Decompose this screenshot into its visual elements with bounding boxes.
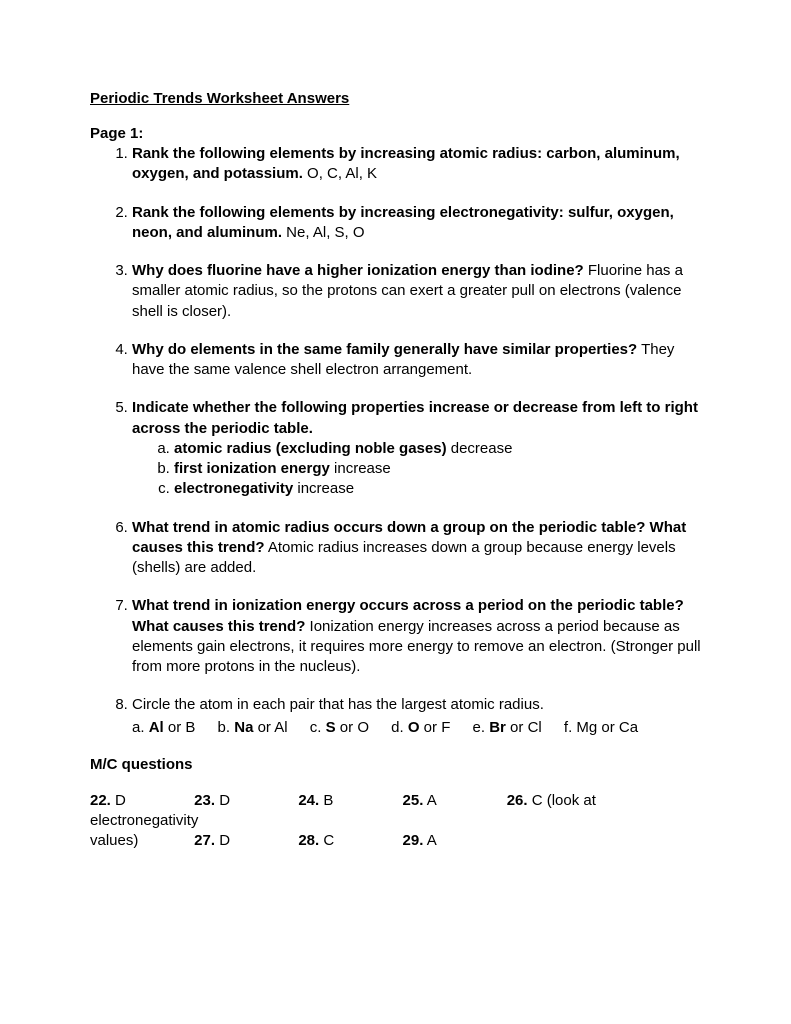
- question-6: What trend in atomic radius occurs down …: [132, 518, 701, 579]
- mc-answers: 22. D 23. D 24. B 25. A 26. C (look at e…: [90, 791, 701, 852]
- answer-text: O, C, Al, K: [303, 165, 377, 182]
- mc-values-wrap: values): [90, 831, 190, 851]
- document-title: Periodic Trends Worksheet Answers: [90, 90, 701, 107]
- mc-row-2: values) 27. D 28. C 29. A: [90, 831, 701, 851]
- question-text: Why do elements in the same family gener…: [132, 341, 637, 358]
- mc-row-1: 22. D 23. D 24. B 25. A 26. C (look at e…: [90, 791, 701, 832]
- question-4: Why do elements in the same family gener…: [132, 340, 701, 381]
- question-2: Rank the following elements by increasin…: [132, 203, 701, 244]
- pair-e: e. Br or Cl: [473, 718, 542, 738]
- mc-28: 28. C: [298, 831, 398, 851]
- question-list: Rank the following elements by increasin…: [90, 144, 701, 738]
- question-text: Circle the atom in each pair that has th…: [132, 696, 544, 713]
- pair-d: d. O or F: [391, 718, 450, 738]
- question-text: Rank the following elements by increasin…: [132, 204, 674, 241]
- sub-label: first ionization energy: [174, 460, 330, 477]
- question-5: Indicate whether the following propertie…: [132, 398, 701, 499]
- question-7: What trend in ionization energy occurs a…: [132, 596, 701, 677]
- mc-header: M/C questions: [90, 756, 701, 773]
- page-header: Page 1:: [90, 125, 701, 142]
- question-8: Circle the atom in each pair that has th…: [132, 695, 701, 738]
- mc-27: 27. D: [194, 831, 294, 851]
- sub-answer: decrease: [447, 440, 513, 457]
- document-page: Periodic Trends Worksheet Answers Page 1…: [0, 0, 791, 852]
- sub-item-a: atomic radius (excluding noble gases) de…: [174, 439, 701, 459]
- pair-c: c. S or O: [310, 718, 369, 738]
- mc-24: 24. B: [298, 791, 398, 811]
- question-text: Rank the following elements by increasin…: [132, 145, 680, 182]
- sub-label: electronegativity: [174, 480, 293, 497]
- sub-label: atomic radius (excluding noble gases): [174, 440, 447, 457]
- pair-f: f. Mg or Ca: [564, 718, 638, 738]
- mc-29: 29. A: [403, 831, 503, 851]
- pair-a: a. Al or B: [132, 718, 195, 738]
- sub-list: atomic radius (excluding noble gases) de…: [132, 439, 701, 500]
- mc-23: 23. D: [194, 791, 294, 811]
- mc-22: 22. D: [90, 791, 190, 811]
- sub-answer: increase: [330, 460, 391, 477]
- pair-b: b. Na or Al: [218, 718, 288, 738]
- mc-25: 25. A: [403, 791, 503, 811]
- question-text: Indicate whether the following propertie…: [132, 399, 698, 436]
- sub-item-c: electronegativity increase: [174, 479, 701, 499]
- question-text: Why does fluorine have a higher ionizati…: [132, 262, 584, 279]
- question-3: Why does fluorine have a higher ionizati…: [132, 261, 701, 322]
- sub-answer: increase: [293, 480, 354, 497]
- pairs-row: a. Al or B b. Na or Al c. S or O d. O or…: [132, 718, 701, 738]
- answer-text: Ne, Al, S, O: [282, 224, 365, 241]
- question-1: Rank the following elements by increasin…: [132, 144, 701, 185]
- sub-item-b: first ionization energy increase: [174, 459, 701, 479]
